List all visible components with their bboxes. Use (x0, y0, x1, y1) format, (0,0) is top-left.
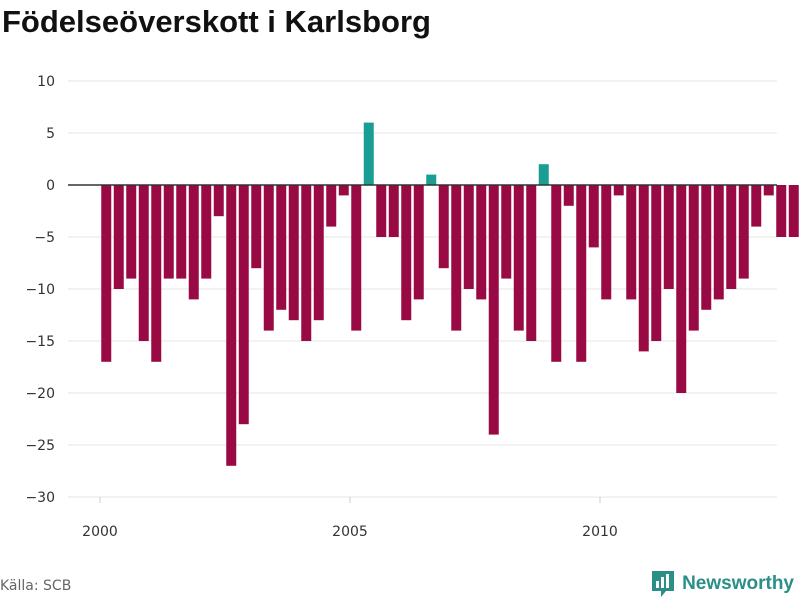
bar-negative (413, 185, 424, 300)
bar-negative (238, 185, 249, 425)
bar-negative (613, 185, 624, 196)
bar-negative (576, 185, 587, 362)
bar-negative (476, 185, 487, 300)
bar-negative (726, 185, 737, 289)
bar-negative (126, 185, 137, 279)
bar-negative (638, 185, 649, 352)
x-tick-label: 2010 (582, 524, 618, 540)
y-tick-label: −25 (25, 438, 55, 454)
y-tick-label: −15 (25, 334, 55, 350)
bar-negative (513, 185, 524, 331)
y-tick-label: −5 (34, 230, 55, 246)
y-tick-label: 5 (46, 126, 55, 142)
bar-negative (251, 185, 262, 269)
bar-negative (163, 185, 174, 279)
y-tick-label: −10 (25, 282, 55, 298)
bar-negative (688, 185, 699, 331)
bar-negative (401, 185, 412, 321)
bar-negative (488, 185, 499, 435)
y-tick-label: 0 (46, 178, 55, 194)
bar-negative (188, 185, 199, 300)
bar-negative (276, 185, 287, 310)
newsworthy-logo-icon (652, 571, 675, 597)
bar-negative (588, 185, 599, 248)
bar-negative (263, 185, 274, 331)
bar-negative (551, 185, 562, 362)
bar-negative (463, 185, 474, 289)
bar-negative (201, 185, 212, 279)
bar-negative (651, 185, 662, 341)
bar-negative (288, 185, 299, 321)
bar-negative (388, 185, 399, 237)
bar-negative (338, 185, 349, 196)
bar-negative (676, 185, 687, 393)
brand-logo[interactable]: Newsworthy (650, 569, 794, 599)
bar-negative (763, 185, 774, 196)
bar-negative (788, 185, 799, 237)
y-axis: 10 5 0 −5 −10 −15 −20 −25 −30 (25, 74, 55, 506)
source-note: Källa: SCB (0, 578, 72, 594)
bar-positive (538, 164, 549, 185)
bar-negative (301, 185, 312, 341)
bar-negative (138, 185, 149, 341)
bar-positive (363, 122, 374, 185)
bar-negative (663, 185, 674, 289)
bar-negative (713, 185, 724, 300)
bar-negative (776, 185, 787, 237)
bar-negative (326, 185, 337, 227)
bar-negative (176, 185, 187, 279)
bar-negative (501, 185, 512, 279)
bar-positive (426, 174, 437, 185)
bar-negative (601, 185, 612, 300)
bar-negative (313, 185, 324, 321)
bar-negative (626, 185, 637, 300)
bar-negative (751, 185, 762, 227)
bar-negative (451, 185, 462, 331)
bar-negative (526, 185, 537, 341)
bar-negative (701, 185, 712, 310)
y-tick-label: −20 (25, 386, 55, 402)
bar-negative (151, 185, 162, 362)
bar-negative (438, 185, 449, 269)
bar-negative (376, 185, 387, 237)
bar-negative (101, 185, 112, 362)
chart-title: Födelseöverskott i Karlsborg (2, 4, 431, 39)
bars (101, 122, 799, 466)
x-tick-label: 2005 (332, 524, 368, 540)
x-tick-label: 2000 (82, 524, 118, 540)
brand-name: Newsworthy (682, 573, 794, 594)
bar-negative (738, 185, 749, 279)
bar-negative (113, 185, 124, 289)
y-tick-label: −30 (25, 490, 55, 506)
y-tick-label: 10 (37, 74, 55, 90)
x-axis: 200020052010201520202025 (82, 497, 618, 540)
bar-negative (213, 185, 224, 217)
bar-negative (351, 185, 362, 331)
bar-negative (226, 185, 237, 466)
bar-negative (563, 185, 574, 206)
